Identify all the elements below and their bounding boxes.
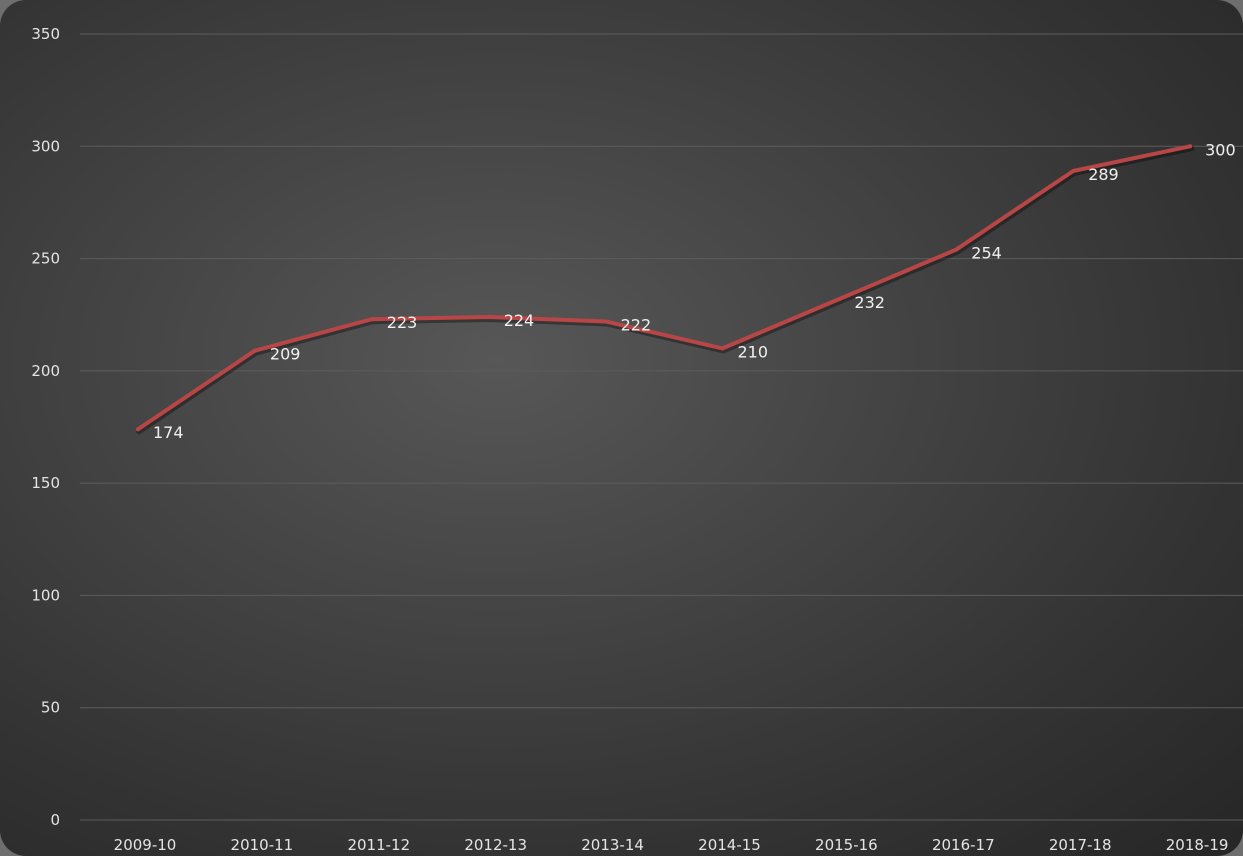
y-tick-label: 200 [31,362,60,380]
x-tick-label: 2011-12 [347,836,410,854]
data-point [136,427,140,432]
y-tick-label: 100 [31,586,60,604]
data-label: 254 [971,244,1002,263]
series-line [136,144,1193,432]
x-tick-label: 2016-17 [932,836,995,854]
data-label: 222 [621,315,652,334]
data-label: 224 [504,311,535,330]
x-tick-label: 2013-14 [581,836,644,854]
y-tick-label: 350 [31,25,60,43]
y-tick-label: 50 [41,699,60,717]
y-tick-label: 250 [31,250,60,268]
y-tick-label: 300 [31,137,60,155]
data-point [603,319,608,324]
x-tick-label: 2018-19 [1166,836,1229,854]
data-label: 289 [1088,165,1119,184]
x-axis-tick-labels: 2009-10 2010-11 2011-12 2012-13 2013-14 2014-… [114,836,1229,854]
y-tick-label: 150 [31,474,60,492]
data-point [954,247,959,252]
x-tick-label: 2017-18 [1049,836,1112,854]
gridlines [80,33,1243,821]
x-tick-label: 2015-16 [815,836,878,854]
data-point [837,296,842,301]
data-point [720,346,725,351]
data-label: 223 [387,313,418,332]
data-point [486,314,491,319]
x-tick-label: 2010-11 [231,836,294,854]
data-label: 174 [153,423,184,442]
data-point [252,348,257,353]
x-tick-label: 2009-10 [114,836,177,854]
x-tick-label: 2014-15 [698,836,761,854]
data-label: 300 [1205,140,1236,159]
y-tick-label: 0 [50,811,60,829]
data-point [1188,144,1193,149]
data-label: 210 [738,342,769,361]
data-label: 209 [270,345,301,364]
data-point [1071,168,1076,173]
series-group [136,144,1195,435]
series-line-shadow [136,145,1195,435]
data-point [369,317,374,322]
y-axis-tick-labels: 0 50 100 150 200 250 300 350 [31,25,60,829]
x-tick-label: 2012-13 [464,836,527,854]
data-labels: 174 209 223 224 222 210 232 254 289 300 [153,140,1236,442]
data-label: 232 [854,293,885,312]
